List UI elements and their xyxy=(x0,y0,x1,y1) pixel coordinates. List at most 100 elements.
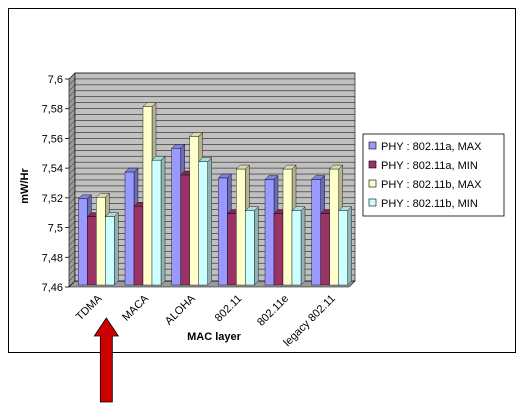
grid-line-depth xyxy=(68,108,76,115)
grid-line-depth xyxy=(68,84,76,92)
grid-line-depth xyxy=(68,78,76,86)
red-arrow-icon xyxy=(93,317,120,403)
bar-side xyxy=(300,206,306,286)
legend-swatch xyxy=(368,141,377,150)
x-tick-label: TDMA xyxy=(74,292,105,323)
bar-front xyxy=(311,179,321,286)
grid-line-depth xyxy=(68,257,76,264)
y-tick-label: 7,48 xyxy=(42,252,63,264)
bar-side xyxy=(114,212,119,286)
y-tick-label: 7,52 xyxy=(42,193,63,205)
y-tick-label: 7,54 xyxy=(42,163,63,175)
grid-line-depth xyxy=(68,227,76,234)
grid-line-depth xyxy=(68,263,76,270)
y-tick-label: 7,56 xyxy=(42,133,63,145)
bar-front xyxy=(96,197,106,286)
grid-line-depth xyxy=(68,156,76,163)
bar xyxy=(338,206,353,286)
legend-entry: PHY : 802.11b, MIN xyxy=(381,198,478,210)
y-tick-label: 7,58 xyxy=(42,104,63,116)
legend-entry: PHY : 802.11b, MAX xyxy=(381,179,482,191)
grid-line-depth xyxy=(68,215,76,222)
bar-front xyxy=(151,159,162,286)
bar-front xyxy=(198,161,208,286)
grid-line-depth xyxy=(68,274,76,282)
legend-box xyxy=(362,133,505,217)
plot-area xyxy=(68,72,356,288)
bar-side xyxy=(347,206,352,286)
bars xyxy=(77,102,353,286)
bar-front xyxy=(291,210,302,286)
bar-front xyxy=(189,136,199,286)
grid-line-depth xyxy=(68,144,76,151)
bar-side xyxy=(160,155,166,286)
grid-line-depth xyxy=(68,96,76,103)
bar-front xyxy=(245,210,255,286)
bar-front xyxy=(180,174,190,286)
x-axis-title: MAC layer xyxy=(187,331,242,343)
grid-line-depth xyxy=(68,245,76,252)
bar-front xyxy=(227,213,237,286)
grid-line-depth xyxy=(68,72,76,80)
grid-line-depth xyxy=(68,120,76,127)
plot-side-wall xyxy=(68,72,76,288)
bar-front xyxy=(329,168,339,286)
bar-front xyxy=(282,168,293,286)
x-tick-label: MACA xyxy=(120,292,151,323)
bar xyxy=(104,212,119,286)
grid-line-depth xyxy=(68,126,76,133)
bar xyxy=(291,206,306,286)
x-tick-label: ALOHA xyxy=(163,292,198,327)
grid-line-depth xyxy=(68,167,76,175)
y-axis-ticks: 7,46 7,48 7,5 7,52 7,54 7,56 7,58 7,6 xyxy=(42,74,69,294)
bar-front xyxy=(338,210,348,286)
bar-front xyxy=(105,216,115,286)
annotation-arrow xyxy=(93,317,120,403)
bar-front xyxy=(78,198,88,286)
grid-line-depth xyxy=(68,280,76,288)
x-tick-label: 802.11 xyxy=(213,293,245,325)
grid-line-depth xyxy=(68,132,76,139)
bar-front xyxy=(236,168,246,286)
grid-line-depth xyxy=(68,221,76,228)
y-tick-label: 7,5 xyxy=(48,223,63,235)
grid-line-depth xyxy=(68,173,76,181)
grid-line-depth xyxy=(68,191,76,198)
legend-entry: PHY : 802.11a, MAX xyxy=(381,141,482,153)
grid-line-depth xyxy=(68,251,76,258)
bar-front xyxy=(142,106,153,286)
legend: PHY : 802.11a, MAX PHY : 802.11a, MIN PHY … xyxy=(362,133,505,217)
bar-front xyxy=(273,213,284,286)
bar-front xyxy=(218,177,228,286)
grid-line-depth xyxy=(68,233,76,240)
grid-line-depth xyxy=(68,185,76,193)
legend-swatch xyxy=(368,179,377,188)
legend-swatch xyxy=(368,198,377,207)
grid-line-depth xyxy=(68,197,76,204)
bar-front xyxy=(320,213,330,286)
legend-swatch xyxy=(368,160,377,169)
y-axis-title: mW/Hr xyxy=(19,168,31,204)
bar-front xyxy=(133,206,144,286)
grid-line-depth xyxy=(68,239,76,246)
grid-line-depth xyxy=(68,138,76,145)
bar xyxy=(244,206,259,286)
bar-front xyxy=(171,148,181,286)
grid-line-depth xyxy=(68,203,76,210)
y-tick-label: 7,46 xyxy=(42,282,63,294)
bar-front xyxy=(87,216,97,286)
grid-line-depth xyxy=(68,150,76,157)
bar-front xyxy=(264,179,275,286)
bar xyxy=(151,155,166,286)
bar-front xyxy=(124,171,135,286)
y-tick-label: 7,6 xyxy=(48,74,63,86)
grid-line-depth xyxy=(68,162,76,169)
grid-line-depth xyxy=(68,90,76,97)
x-tick-label: 802.11e xyxy=(255,293,291,329)
legend-entry: PHY : 802.11a, MIN xyxy=(381,160,478,172)
bar-side xyxy=(254,206,259,286)
grid-line-depth xyxy=(68,268,76,276)
grid-line-depth xyxy=(68,179,76,187)
bar xyxy=(198,157,213,286)
